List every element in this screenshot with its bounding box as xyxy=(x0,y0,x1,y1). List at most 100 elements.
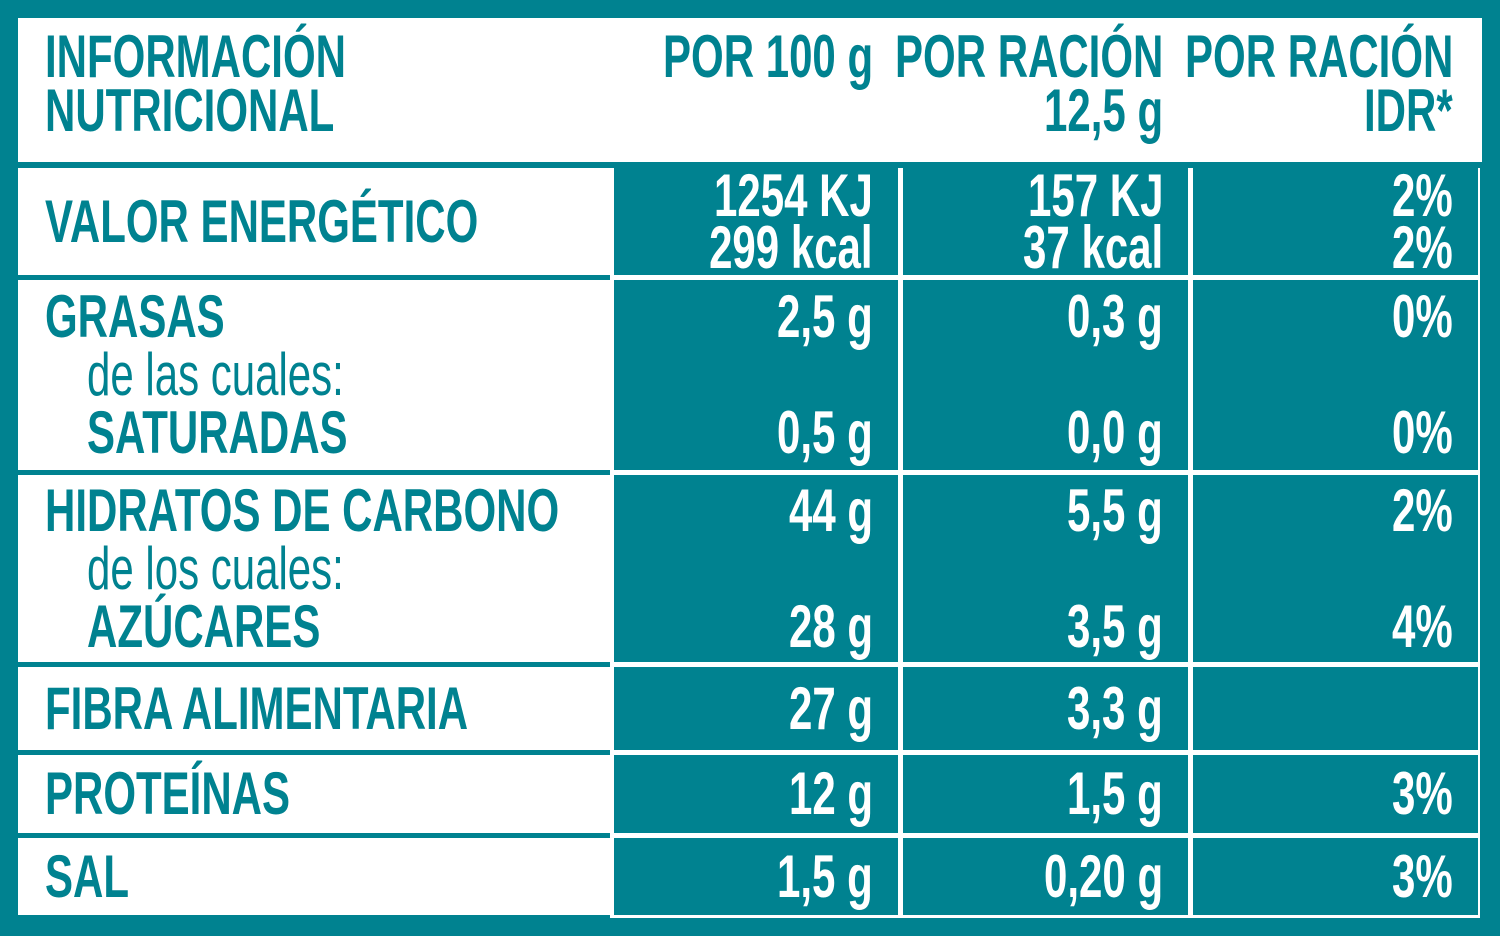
header-column-line-text: POR RACIÓN xyxy=(894,23,1163,90)
value-text: 12 g xyxy=(788,760,873,827)
row-label-line: GRASAS xyxy=(45,283,610,350)
value-text: 2% xyxy=(1392,161,1453,229)
header-column: POR RACIÓN 12,5 g xyxy=(895,27,1163,146)
value: 3,5 g xyxy=(1026,592,1163,660)
value: 28 g xyxy=(753,592,873,660)
value-text: 4% xyxy=(1392,592,1453,660)
header-title-line: NUTRICIONAL xyxy=(45,81,475,141)
value-text: 2% xyxy=(1392,213,1453,281)
value-cell: 3,3 g xyxy=(903,667,1188,750)
row-label-line-text: VALOR ENERGÉTICO xyxy=(45,187,479,255)
value: 0,5 g xyxy=(736,399,873,466)
value-cell: 0,3 g 0,0 g xyxy=(903,280,1188,470)
row-label-line-text: de las cuales: xyxy=(87,341,344,408)
header-column-line: POR RACIÓN xyxy=(1070,23,1453,90)
row-label-line-text: PROTEÍNAS xyxy=(45,760,291,827)
value: 5,5 g xyxy=(1026,476,1163,544)
header-column-line: POR 100 g xyxy=(573,23,873,90)
header-column: POR RACIÓN IDR* xyxy=(1185,27,1453,146)
value: 2% xyxy=(1366,476,1453,544)
value-cell: 1,5 g xyxy=(614,838,898,915)
value: 37 kcal xyxy=(963,213,1163,281)
value-cell: 12 g xyxy=(614,755,898,833)
value-cell: 0,20 g xyxy=(903,838,1188,915)
value-cell: 3% xyxy=(1193,838,1478,915)
value-text: 3% xyxy=(1392,760,1453,827)
value-text: 28 g xyxy=(788,592,873,660)
value-text: 3,3 g xyxy=(1067,674,1163,742)
value-text: 0% xyxy=(1392,399,1453,466)
row-label-line: de los cuales: xyxy=(45,538,610,598)
value: 2% xyxy=(1366,161,1453,229)
value: 27 g xyxy=(753,674,873,742)
value-text: 157 KJ xyxy=(1027,161,1163,229)
row-label-line-text: GRASAS xyxy=(45,283,225,350)
value-text: 37 kcal xyxy=(1022,213,1163,281)
value-text: 1254 KJ xyxy=(714,161,873,229)
row-label-line-text: FIBRA ALIMENTARIA xyxy=(45,674,469,742)
header-column-line: IDR* xyxy=(1326,77,1453,144)
header-column: POR 100 g xyxy=(614,27,873,146)
row-label-line: PROTEÍNAS xyxy=(45,760,610,827)
value-text: 3,5 g xyxy=(1067,592,1163,660)
value-cell: 5,5 g 3,5 g xyxy=(903,475,1188,662)
value-text: 27 g xyxy=(788,674,873,742)
row-label: PROTEÍNAS xyxy=(18,755,610,833)
value: 1,5 g xyxy=(736,842,873,910)
value-text: 0,0 g xyxy=(1067,399,1163,466)
row-label-line-text: AZÚCARES xyxy=(87,592,321,660)
row-label-line-text: SATURADAS xyxy=(87,399,348,466)
value: 3% xyxy=(1366,760,1453,827)
value: 0% xyxy=(1366,283,1453,350)
value-text: 3% xyxy=(1392,842,1453,910)
row-label-line: AZÚCARES xyxy=(45,592,610,660)
value-text: 1,5 g xyxy=(777,842,873,910)
row-label: GRASAS de las cuales: SATURADAS xyxy=(18,280,610,470)
value-text: 1,5 g xyxy=(1067,760,1163,827)
value-text: 2% xyxy=(1392,476,1453,544)
row-label: HIDRATOS DE CARBONO de los cuales: AZÚCARE… xyxy=(18,475,610,662)
value: 2% xyxy=(1366,213,1453,281)
value: 0,20 g xyxy=(993,846,1163,906)
row-label-line: HIDRATOS DE CARBONO xyxy=(45,480,610,540)
value: 1,5 g xyxy=(1026,760,1163,827)
value-cell: 2,5 g 0,5 g xyxy=(614,280,898,470)
row-label-line: FIBRA ALIMENTARIA xyxy=(45,674,610,742)
value: 299 kcal xyxy=(639,213,873,281)
value: 0% xyxy=(1366,399,1453,466)
value-cell: 3% xyxy=(1193,755,1478,833)
value: 3,3 g xyxy=(1026,674,1163,742)
header-column-line: POR RACIÓN xyxy=(780,23,1163,90)
row-label-line: SAL xyxy=(45,842,610,910)
value: 1254 KJ xyxy=(646,161,873,229)
value-cell: 1,5 g xyxy=(903,755,1188,833)
value: 157 KJ xyxy=(970,161,1163,229)
row-label-line: SATURADAS xyxy=(45,399,610,466)
value-text: 0% xyxy=(1392,283,1453,350)
header-column-line: 12,5 g xyxy=(993,77,1163,144)
value-cell: 0% 0% xyxy=(1193,280,1478,470)
value: 2,5 g xyxy=(736,287,873,347)
header-column-line-text: POR RACIÓN xyxy=(1184,23,1453,90)
value: 44 g xyxy=(753,476,873,544)
header-column-line-text: POR 100 g xyxy=(662,23,873,90)
value-text: 5,5 g xyxy=(1067,476,1163,544)
value: 4% xyxy=(1366,592,1453,660)
value-text: 0,3 g xyxy=(1067,283,1163,350)
row-label-line: VALOR ENERGÉTICO xyxy=(45,187,610,255)
value: 0,0 g xyxy=(1026,399,1163,466)
row-label-line-text: SAL xyxy=(45,842,129,910)
value-cell: 2% 2% xyxy=(1193,161,1478,281)
value: 0,3 g xyxy=(1026,283,1163,350)
value-text: 0,5 g xyxy=(777,399,873,466)
value: 3% xyxy=(1366,842,1453,910)
header-column-line-text: IDR* xyxy=(1364,77,1453,144)
value-text: 44 g xyxy=(788,476,873,544)
header-title-line: INFORMACIÓN xyxy=(45,27,475,87)
header-column-line-text: 12,5 g xyxy=(1043,77,1163,144)
row-label: SAL xyxy=(18,838,610,915)
value-cell: 157 KJ 37 kcal xyxy=(903,161,1188,281)
value-text: 299 kcal xyxy=(709,213,873,281)
value-cell: 27 g xyxy=(614,667,898,750)
